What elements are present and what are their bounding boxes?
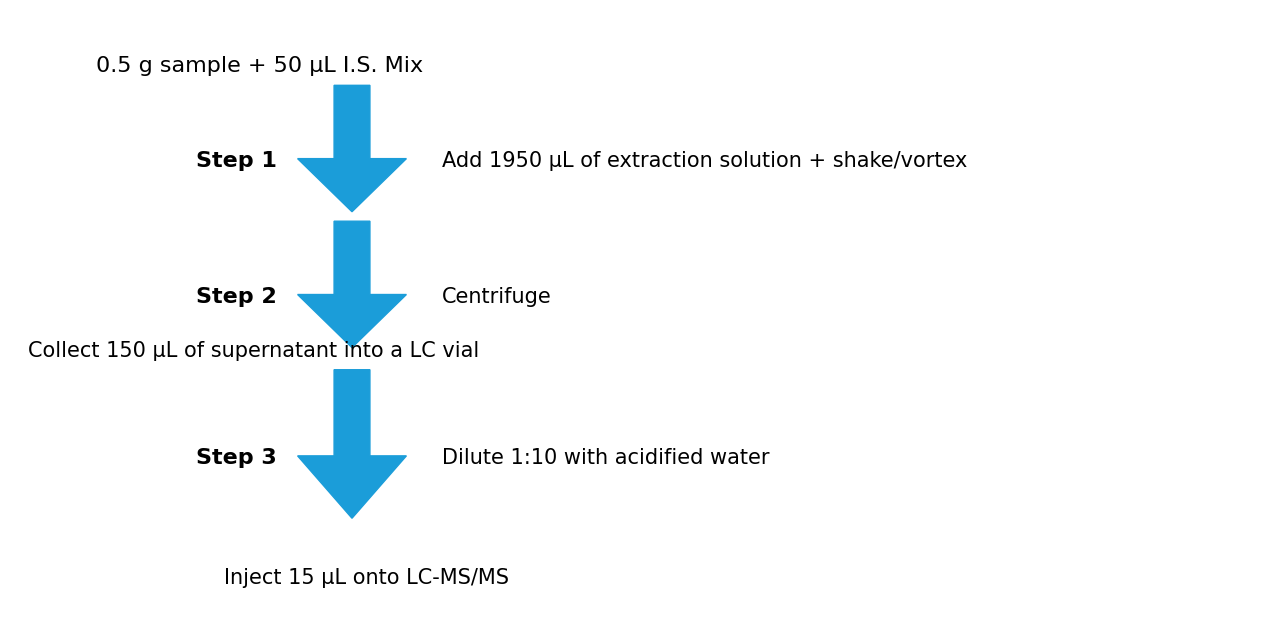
- Text: Dilute 1:10 with acidified water: Dilute 1:10 with acidified water: [442, 448, 769, 468]
- Text: Centrifuge: Centrifuge: [442, 287, 552, 307]
- Text: Collect 150 μL of supernatant into a LC vial: Collect 150 μL of supernatant into a LC …: [28, 341, 480, 361]
- FancyArrow shape: [298, 85, 407, 212]
- Text: Step 1: Step 1: [196, 151, 278, 171]
- Text: 0.5 g sample + 50 μL I.S. Mix: 0.5 g sample + 50 μL I.S. Mix: [96, 56, 424, 76]
- FancyArrow shape: [298, 370, 407, 518]
- Text: Step 3: Step 3: [196, 448, 278, 468]
- Text: Step 2: Step 2: [196, 287, 278, 307]
- Text: Add 1950 μL of extraction solution + shake/vortex: Add 1950 μL of extraction solution + sha…: [442, 151, 966, 171]
- FancyArrow shape: [298, 221, 407, 348]
- Text: Inject 15 μL onto LC-MS/MS: Inject 15 μL onto LC-MS/MS: [224, 568, 509, 588]
